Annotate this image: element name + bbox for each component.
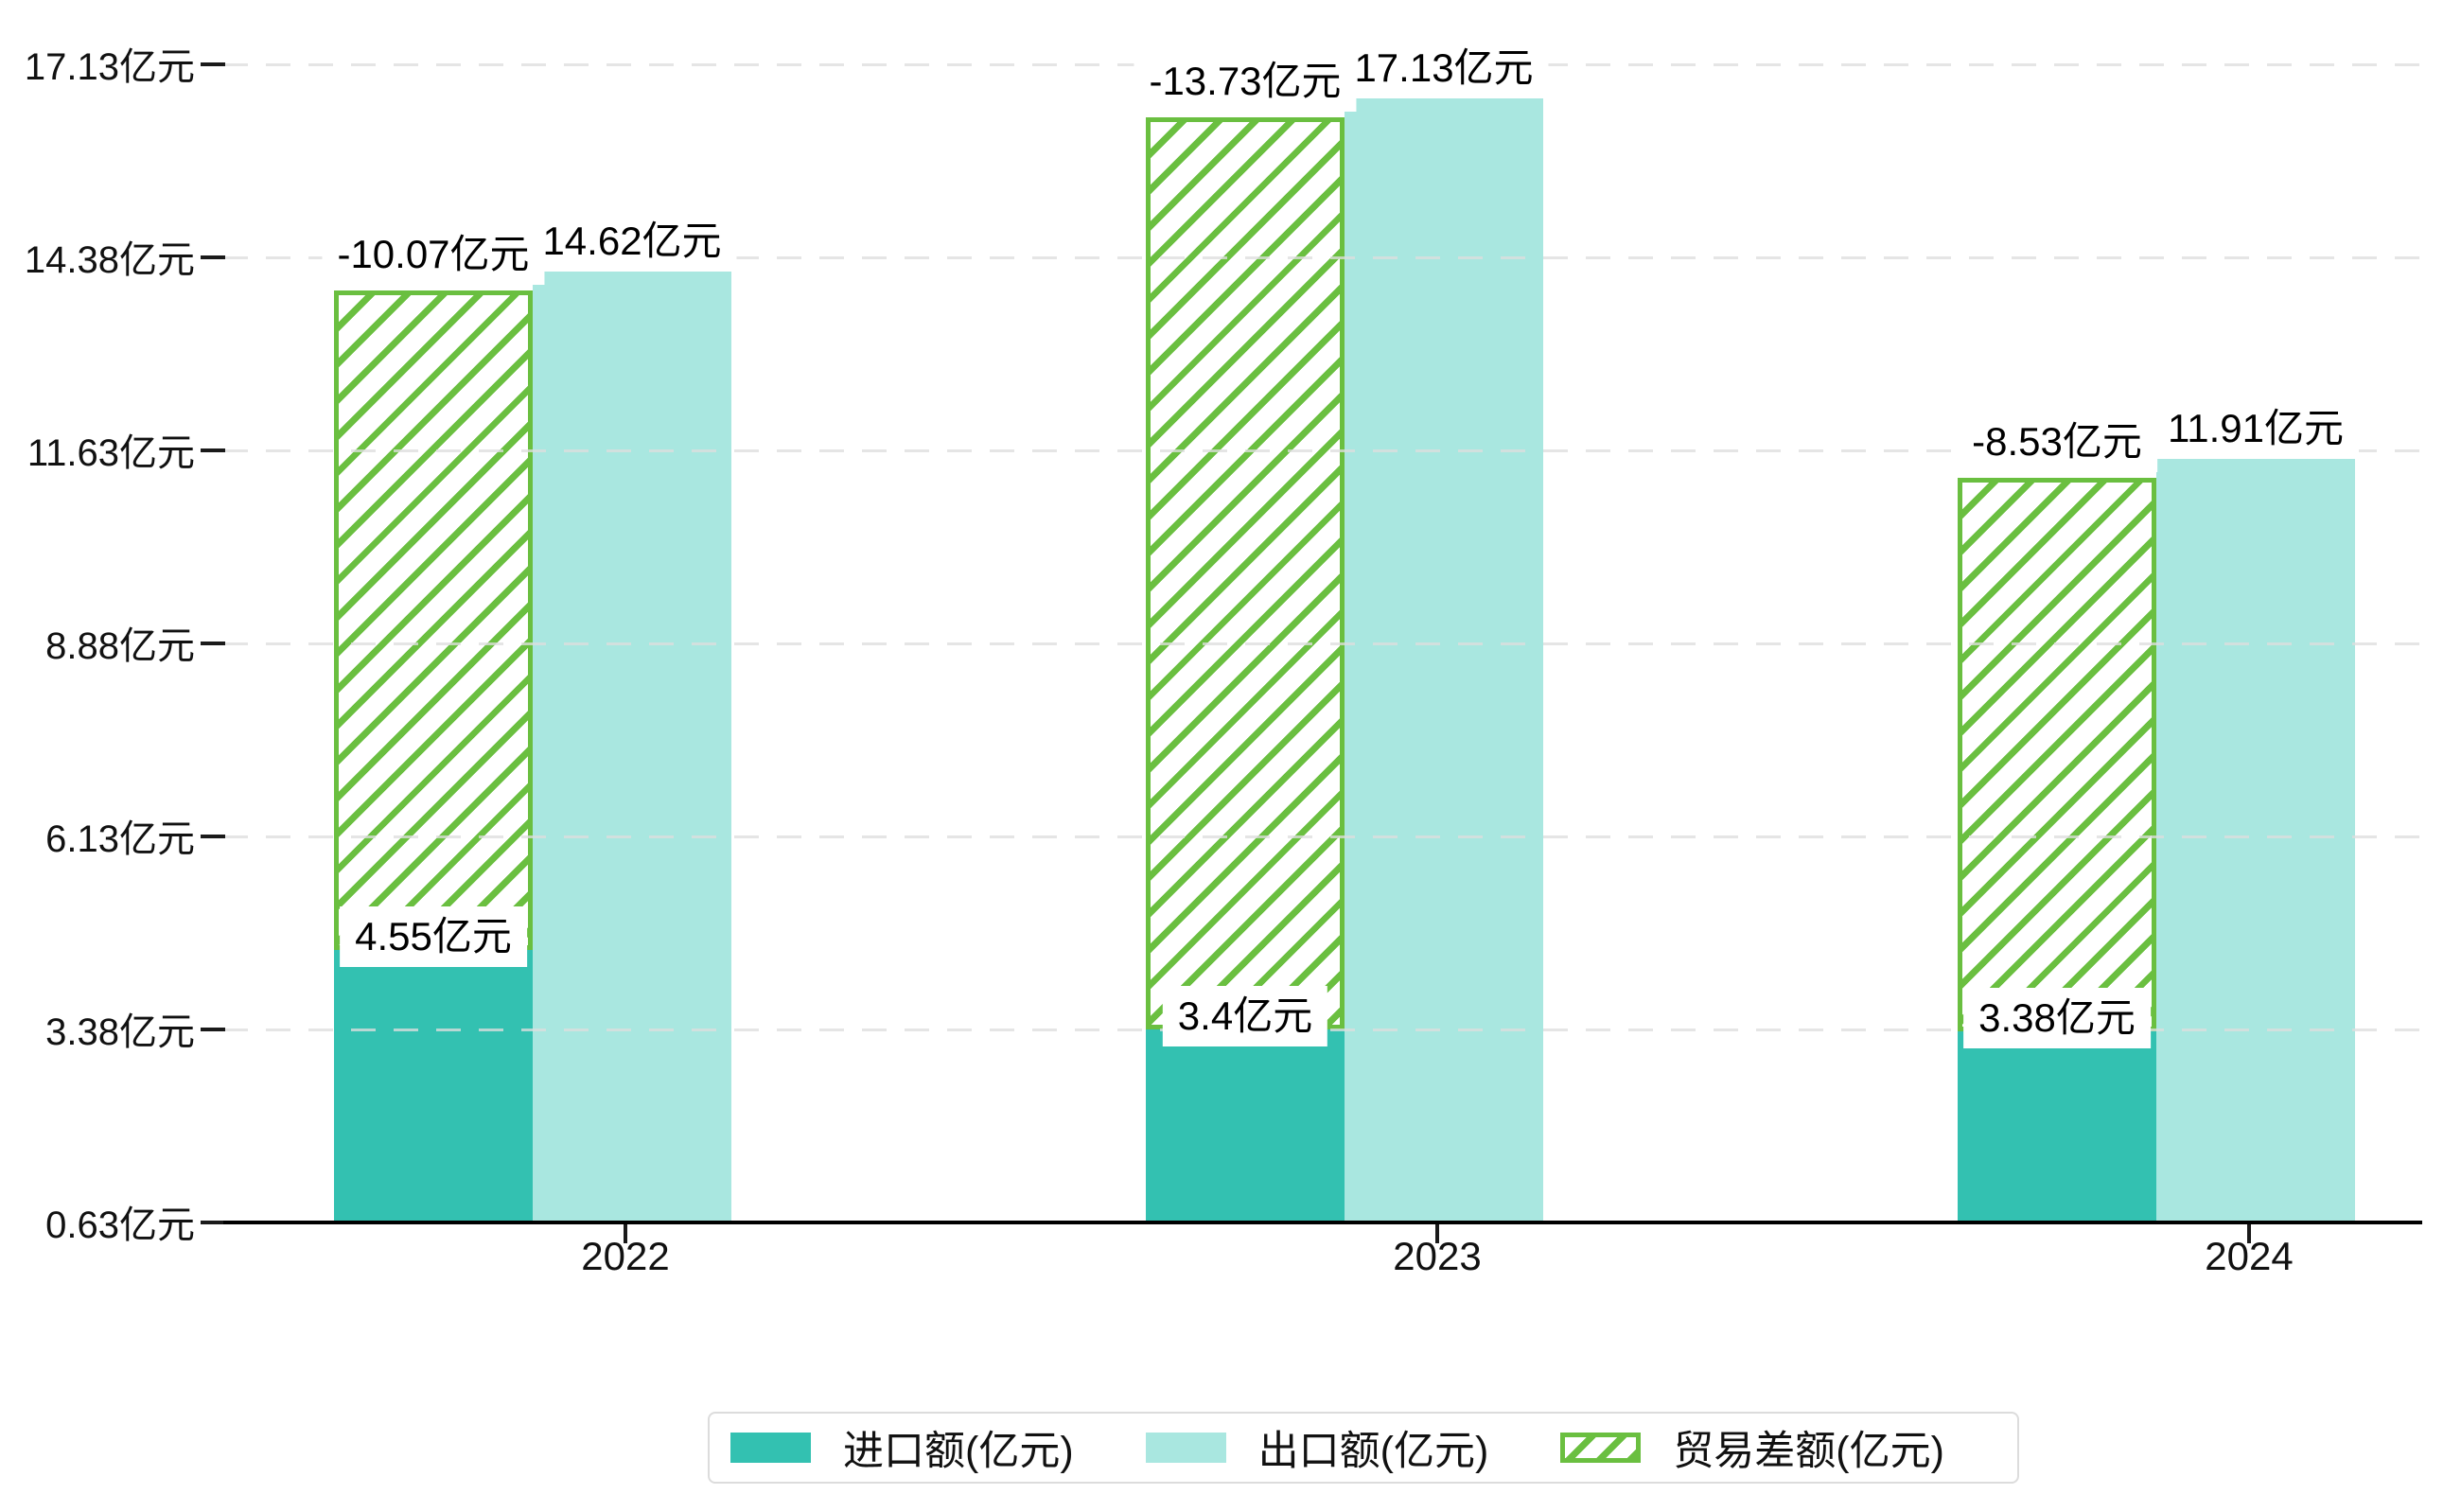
y-gridline — [223, 642, 2422, 645]
legend-label-trade-balance: 贸易差额(亿元) — [1673, 1429, 1944, 1474]
y-gridline — [223, 256, 2422, 260]
export-value-label: 14.62亿元 — [527, 211, 737, 273]
y-axis-tick-label: 6.13亿元 — [45, 818, 195, 860]
trade-balance-value-label: -8.53亿元 — [1957, 411, 2157, 472]
x-axis-line — [223, 1221, 2422, 1224]
trade-balance-value-label: -10.07亿元 — [322, 224, 545, 286]
trade-balance-swatch-icon — [1560, 1433, 1642, 1463]
legend-item-import[interactable]: 进口额(亿元) — [730, 1418, 1074, 1477]
trade-balance-bar[interactable] — [1146, 117, 1345, 1030]
export-swatch-icon — [1145, 1433, 1226, 1463]
y-axis-tick-label: 3.38亿元 — [45, 1011, 195, 1053]
y-gridline — [223, 835, 2422, 838]
chart-legend: 进口额(亿元) 出口额(亿元) 贸易差额(亿元) — [708, 1412, 2019, 1484]
legend-item-trade-balance[interactable]: 贸易差额(亿元) — [1560, 1418, 1944, 1477]
import-value-label: 4.55亿元 — [340, 906, 527, 968]
y-axis-tick-label: 14.38亿元 — [24, 238, 195, 281]
y-axis-tick-label: 0.63亿元 — [45, 1204, 195, 1246]
y-axis-tick — [201, 1028, 225, 1031]
y-axis-tick-label: 8.88亿元 — [45, 624, 195, 667]
legend-label-export: 出口额(亿元) — [1257, 1429, 1489, 1474]
import-value-label: 3.38亿元 — [1963, 987, 2151, 1048]
y-axis-tick — [201, 835, 225, 838]
x-axis-tick — [2247, 1224, 2251, 1243]
y-gridline — [223, 449, 2422, 453]
y-axis-tick-label: 11.63亿元 — [26, 431, 195, 474]
x-axis-category-label: 2024 — [2205, 1234, 2294, 1278]
x-axis-tick — [624, 1224, 627, 1243]
export-bar[interactable] — [1345, 82, 1543, 1222]
y-axis-tick — [201, 255, 225, 260]
legend-item-export[interactable]: 出口额(亿元) — [1145, 1418, 1489, 1477]
export-value-label: 17.13亿元 — [1339, 38, 1549, 99]
y-axis-tick — [201, 642, 225, 645]
legend-label-import: 进口额(亿元) — [843, 1429, 1074, 1474]
x-axis-category-label: 2023 — [1393, 1234, 1482, 1278]
import-bar[interactable] — [1146, 1029, 1345, 1222]
x-axis-tick — [1435, 1224, 1439, 1243]
import-value-label: 3.4亿元 — [1162, 986, 1328, 1047]
export-bar[interactable] — [2156, 442, 2355, 1222]
y-axis-tick-label: 17.13亿元 — [24, 45, 195, 88]
y-axis-tick — [201, 62, 225, 67]
trade-balance-value-label: -13.73亿元 — [1134, 51, 1357, 113]
import-bar[interactable] — [334, 950, 533, 1222]
trade-balance-bar[interactable] — [1958, 477, 2156, 1031]
export-bar[interactable] — [533, 255, 731, 1222]
export-value-label: 11.91亿元 — [2153, 397, 2359, 459]
import-swatch-icon — [730, 1433, 811, 1463]
y-axis-tick — [201, 1221, 225, 1224]
y-axis-tick — [201, 448, 225, 453]
trade-balance-bar[interactable] — [334, 290, 533, 951]
x-axis-category-label: 2022 — [581, 1234, 670, 1278]
import-bar[interactable] — [1958, 1030, 2156, 1222]
